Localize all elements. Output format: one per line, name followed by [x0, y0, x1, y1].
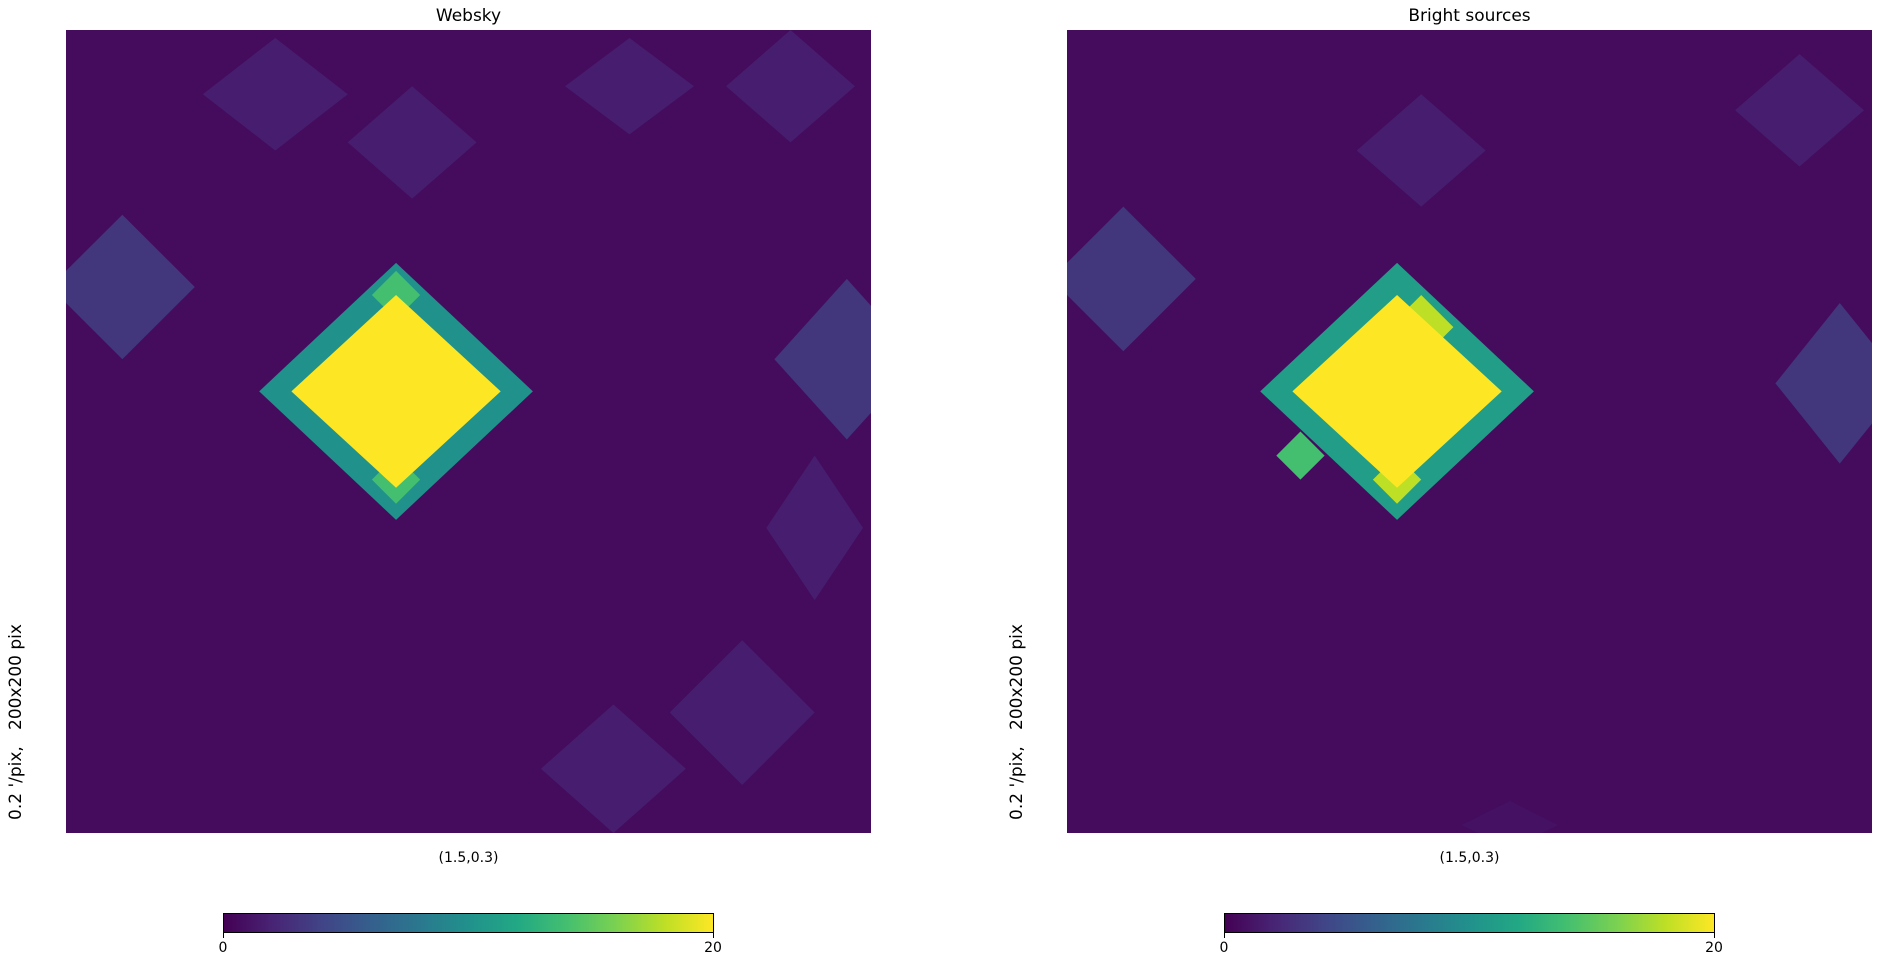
heatmap-feature — [766, 455, 863, 601]
heatmap-feature — [540, 704, 686, 833]
colorbar-label-max: 20 — [1705, 940, 1723, 956]
heatmap-feature — [1775, 303, 1872, 464]
heatmap-svg — [1067, 30, 1872, 833]
chart-title: Websky — [435, 6, 502, 26]
heatmap-feature — [669, 640, 815, 785]
chart-title: Bright sources — [1408, 6, 1531, 26]
colorbar-tick-max — [1714, 933, 1715, 938]
bright-sources-panel: Bright sources 0.2 '/pix, 200x200 pix (1… — [1001, 0, 1879, 965]
y-axis-label: 0.2 '/pix, 200x200 pix — [1007, 624, 1027, 820]
colorbar — [223, 913, 714, 933]
colorbar — [1224, 913, 1715, 933]
heatmap-feature — [726, 30, 855, 143]
heatmap-feature — [1067, 206, 1196, 352]
y-axis-label: 0.2 '/pix, 200x200 pix — [6, 624, 26, 820]
x-axis-label: (1.5,0.3) — [1439, 850, 1500, 866]
colorbar-label-max: 20 — [704, 940, 722, 956]
colorbar-tick-max — [713, 933, 714, 938]
heatmap-image — [66, 30, 871, 833]
x-axis-label: (1.5,0.3) — [438, 850, 499, 866]
heatmap-svg — [66, 30, 871, 833]
websky-panel: Websky 0.2 '/pix, 200x200 pix (1.5,0.3) … — [6, 6, 871, 956]
heatmap-feature — [291, 294, 501, 488]
heatmap-feature — [565, 38, 694, 135]
colorbar-label-min: 0 — [1219, 940, 1229, 956]
heatmap-feature — [347, 86, 477, 199]
heatmap-image — [1067, 30, 1872, 833]
heatmap-feature — [1735, 54, 1864, 167]
colorbar-tick-min — [1224, 933, 1225, 938]
colorbar-label-min: 0 — [218, 940, 228, 956]
heatmap-feature — [66, 214, 195, 360]
heatmap-feature — [1461, 800, 1559, 833]
colorbar-tick-min — [223, 933, 224, 938]
heatmap-feature — [774, 278, 871, 440]
heatmap-feature — [202, 38, 348, 151]
